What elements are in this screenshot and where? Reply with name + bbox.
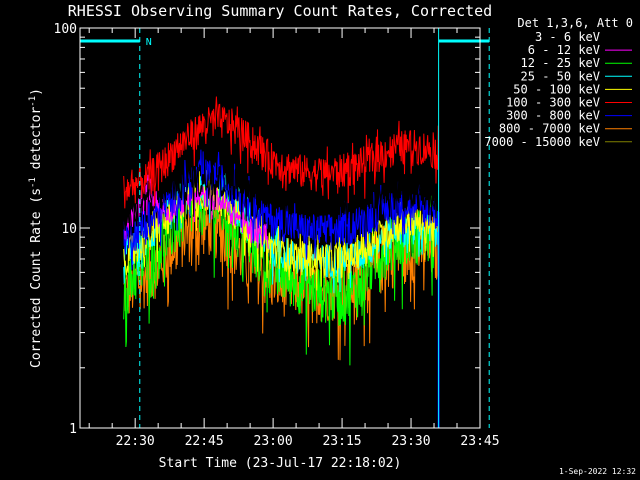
y-tick-label: 1 <box>69 422 77 437</box>
y-axis-label-exponent: -1 <box>28 177 38 188</box>
x-tick-label: 23:15 <box>322 434 361 449</box>
footer-timestamp: 1-Sep-2022 12:32 <box>559 467 636 476</box>
legend-header: Det 1,3,6, Att 0 <box>517 16 633 30</box>
x-tick-label: 23:00 <box>254 434 293 449</box>
y-axis-label-exponent: -1 <box>28 96 38 107</box>
flag-label: N <box>146 37 152 48</box>
chart-title: RHESSI Observing Summary Count Rates, Co… <box>68 2 492 20</box>
legend-entry-label: 25 - 50 keV <box>521 69 600 83</box>
x-tick-label: 23:45 <box>460 434 499 449</box>
legend-entry-label: 300 - 800 keV <box>506 109 600 123</box>
legend-entry-label: 800 - 7000 keV <box>499 122 600 136</box>
legend-entry-label: 7000 - 15000 keV <box>484 135 600 149</box>
series-line-5 <box>123 170 439 291</box>
y-axis-label: Corrected Count Rate (s-1 detector-1) <box>28 88 44 368</box>
series-line-1 <box>123 160 439 238</box>
x-axis-label: Start Time (23-Jul-17 22:18:02) <box>159 456 402 471</box>
series-line-6 <box>123 96 439 209</box>
x-tick-label: 22:30 <box>116 434 155 449</box>
y-axis-label-part: ) <box>29 88 44 96</box>
legend-entry-label: 12 - 25 keV <box>521 56 600 70</box>
legend-entry-label: 100 - 300 keV <box>506 96 600 110</box>
legend-entry-label: 3 - 6 keV <box>535 30 600 44</box>
y-axis-label-part: detector <box>29 107 44 178</box>
y-tick-label: 10 <box>61 222 77 237</box>
x-tick-label: 23:30 <box>391 434 430 449</box>
x-tick-label: 22:45 <box>185 434 224 449</box>
y-axis-label-part: Corrected Count Rate (s <box>29 188 44 368</box>
y-tick-label: 100 <box>54 22 77 37</box>
legend-entry-label: 6 - 12 keV <box>528 43 600 57</box>
legend-entry-label: 50 - 100 keV <box>513 82 600 96</box>
